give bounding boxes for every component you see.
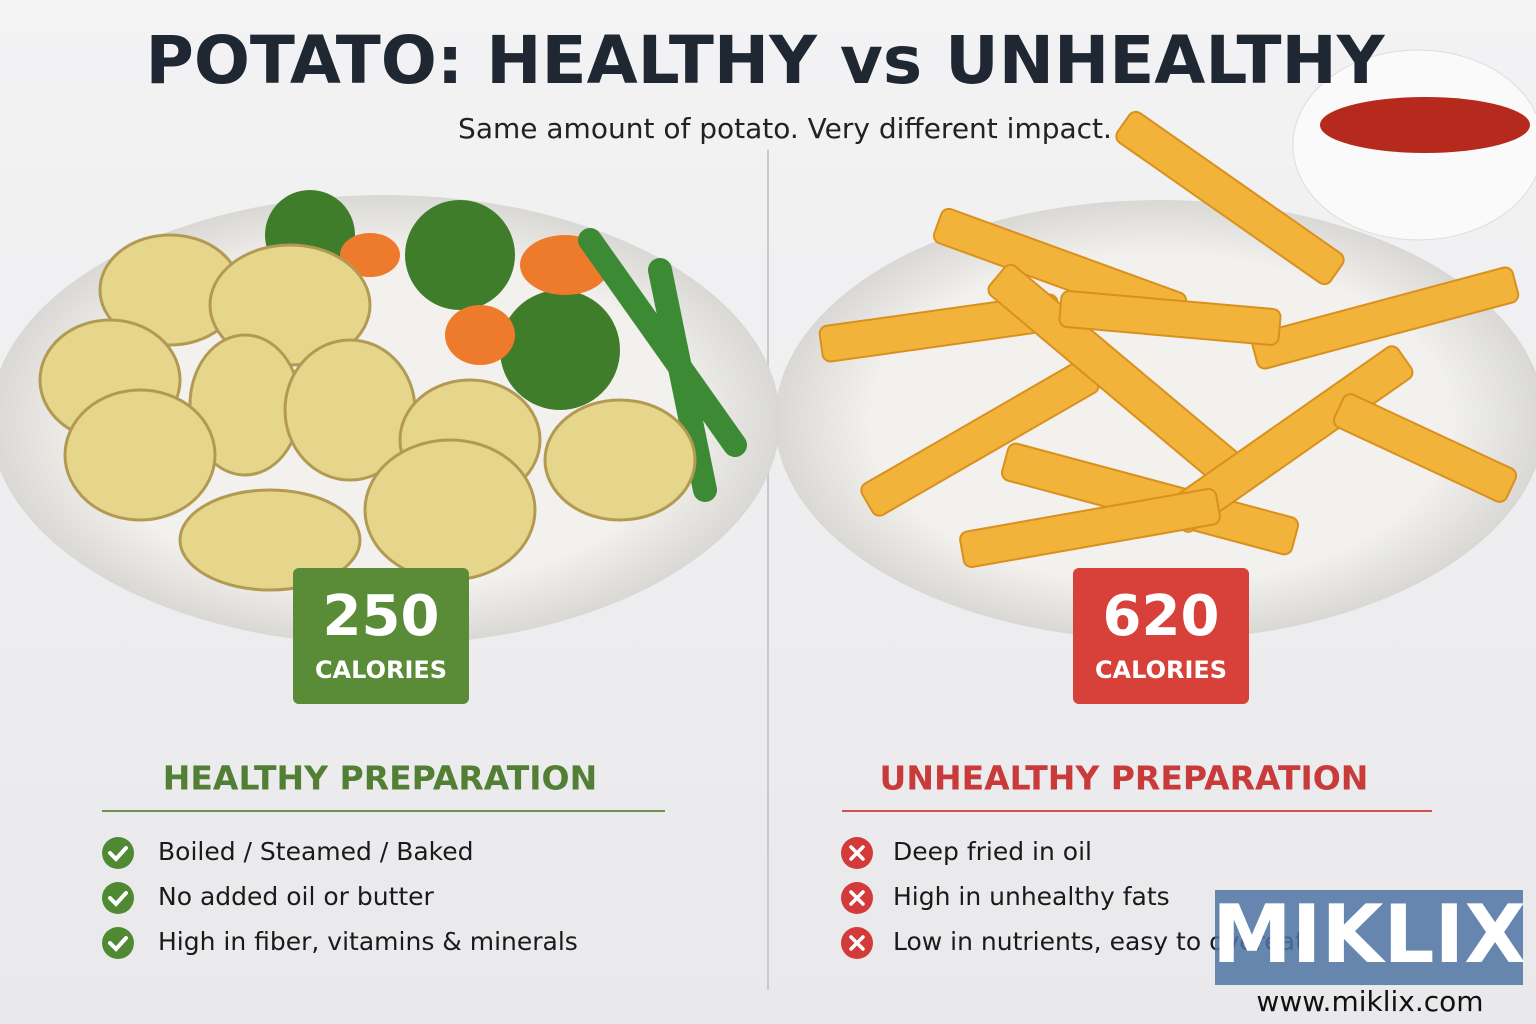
watermark-brand: MIKLIX [1212,888,1526,981]
cross-mark [849,845,865,861]
calorie-value: 250 [323,584,440,649]
calorie-value: 620 [1103,584,1220,649]
title: POTATO: HEALTHY vs UNHEALTHY [145,22,1385,99]
list-item: High in unhealthy fats [893,882,1170,911]
unhealthy-plate [775,110,1536,640]
bullet-icon [102,882,134,914]
section-heading: UNHEALTHY PREPARATION [880,759,1369,798]
list-item: Deep fried in oil [893,837,1092,866]
cross-mark [849,935,865,951]
bullet-icon [102,837,134,869]
check-mark [108,891,128,907]
watermark-box [1215,890,1523,985]
healthy-plate [0,190,780,645]
cross-mark [849,890,865,906]
check-mark [108,936,128,952]
list-item: No added oil or butter [158,882,435,911]
calorie-badge [293,568,469,704]
lists: Boiled / Steamed / Baked No added oil or … [102,837,1305,959]
watermark-url: www.miklix.com [1256,985,1483,1018]
ketchup-bowl [1292,49,1536,241]
bullet-icon [102,927,134,959]
subtitle: Same amount of potato. Very different im… [458,112,1112,145]
calorie-unit: CALORIES [1095,656,1227,684]
section-heading: HEALTHY PREPARATION [163,759,597,798]
list-item: High in fiber, vitamins & minerals [158,927,578,956]
list-item: Boiled / Steamed / Baked [158,837,474,866]
check-mark [108,846,128,862]
calorie-badge [1073,568,1249,704]
calorie-unit: CALORIES [315,656,447,684]
